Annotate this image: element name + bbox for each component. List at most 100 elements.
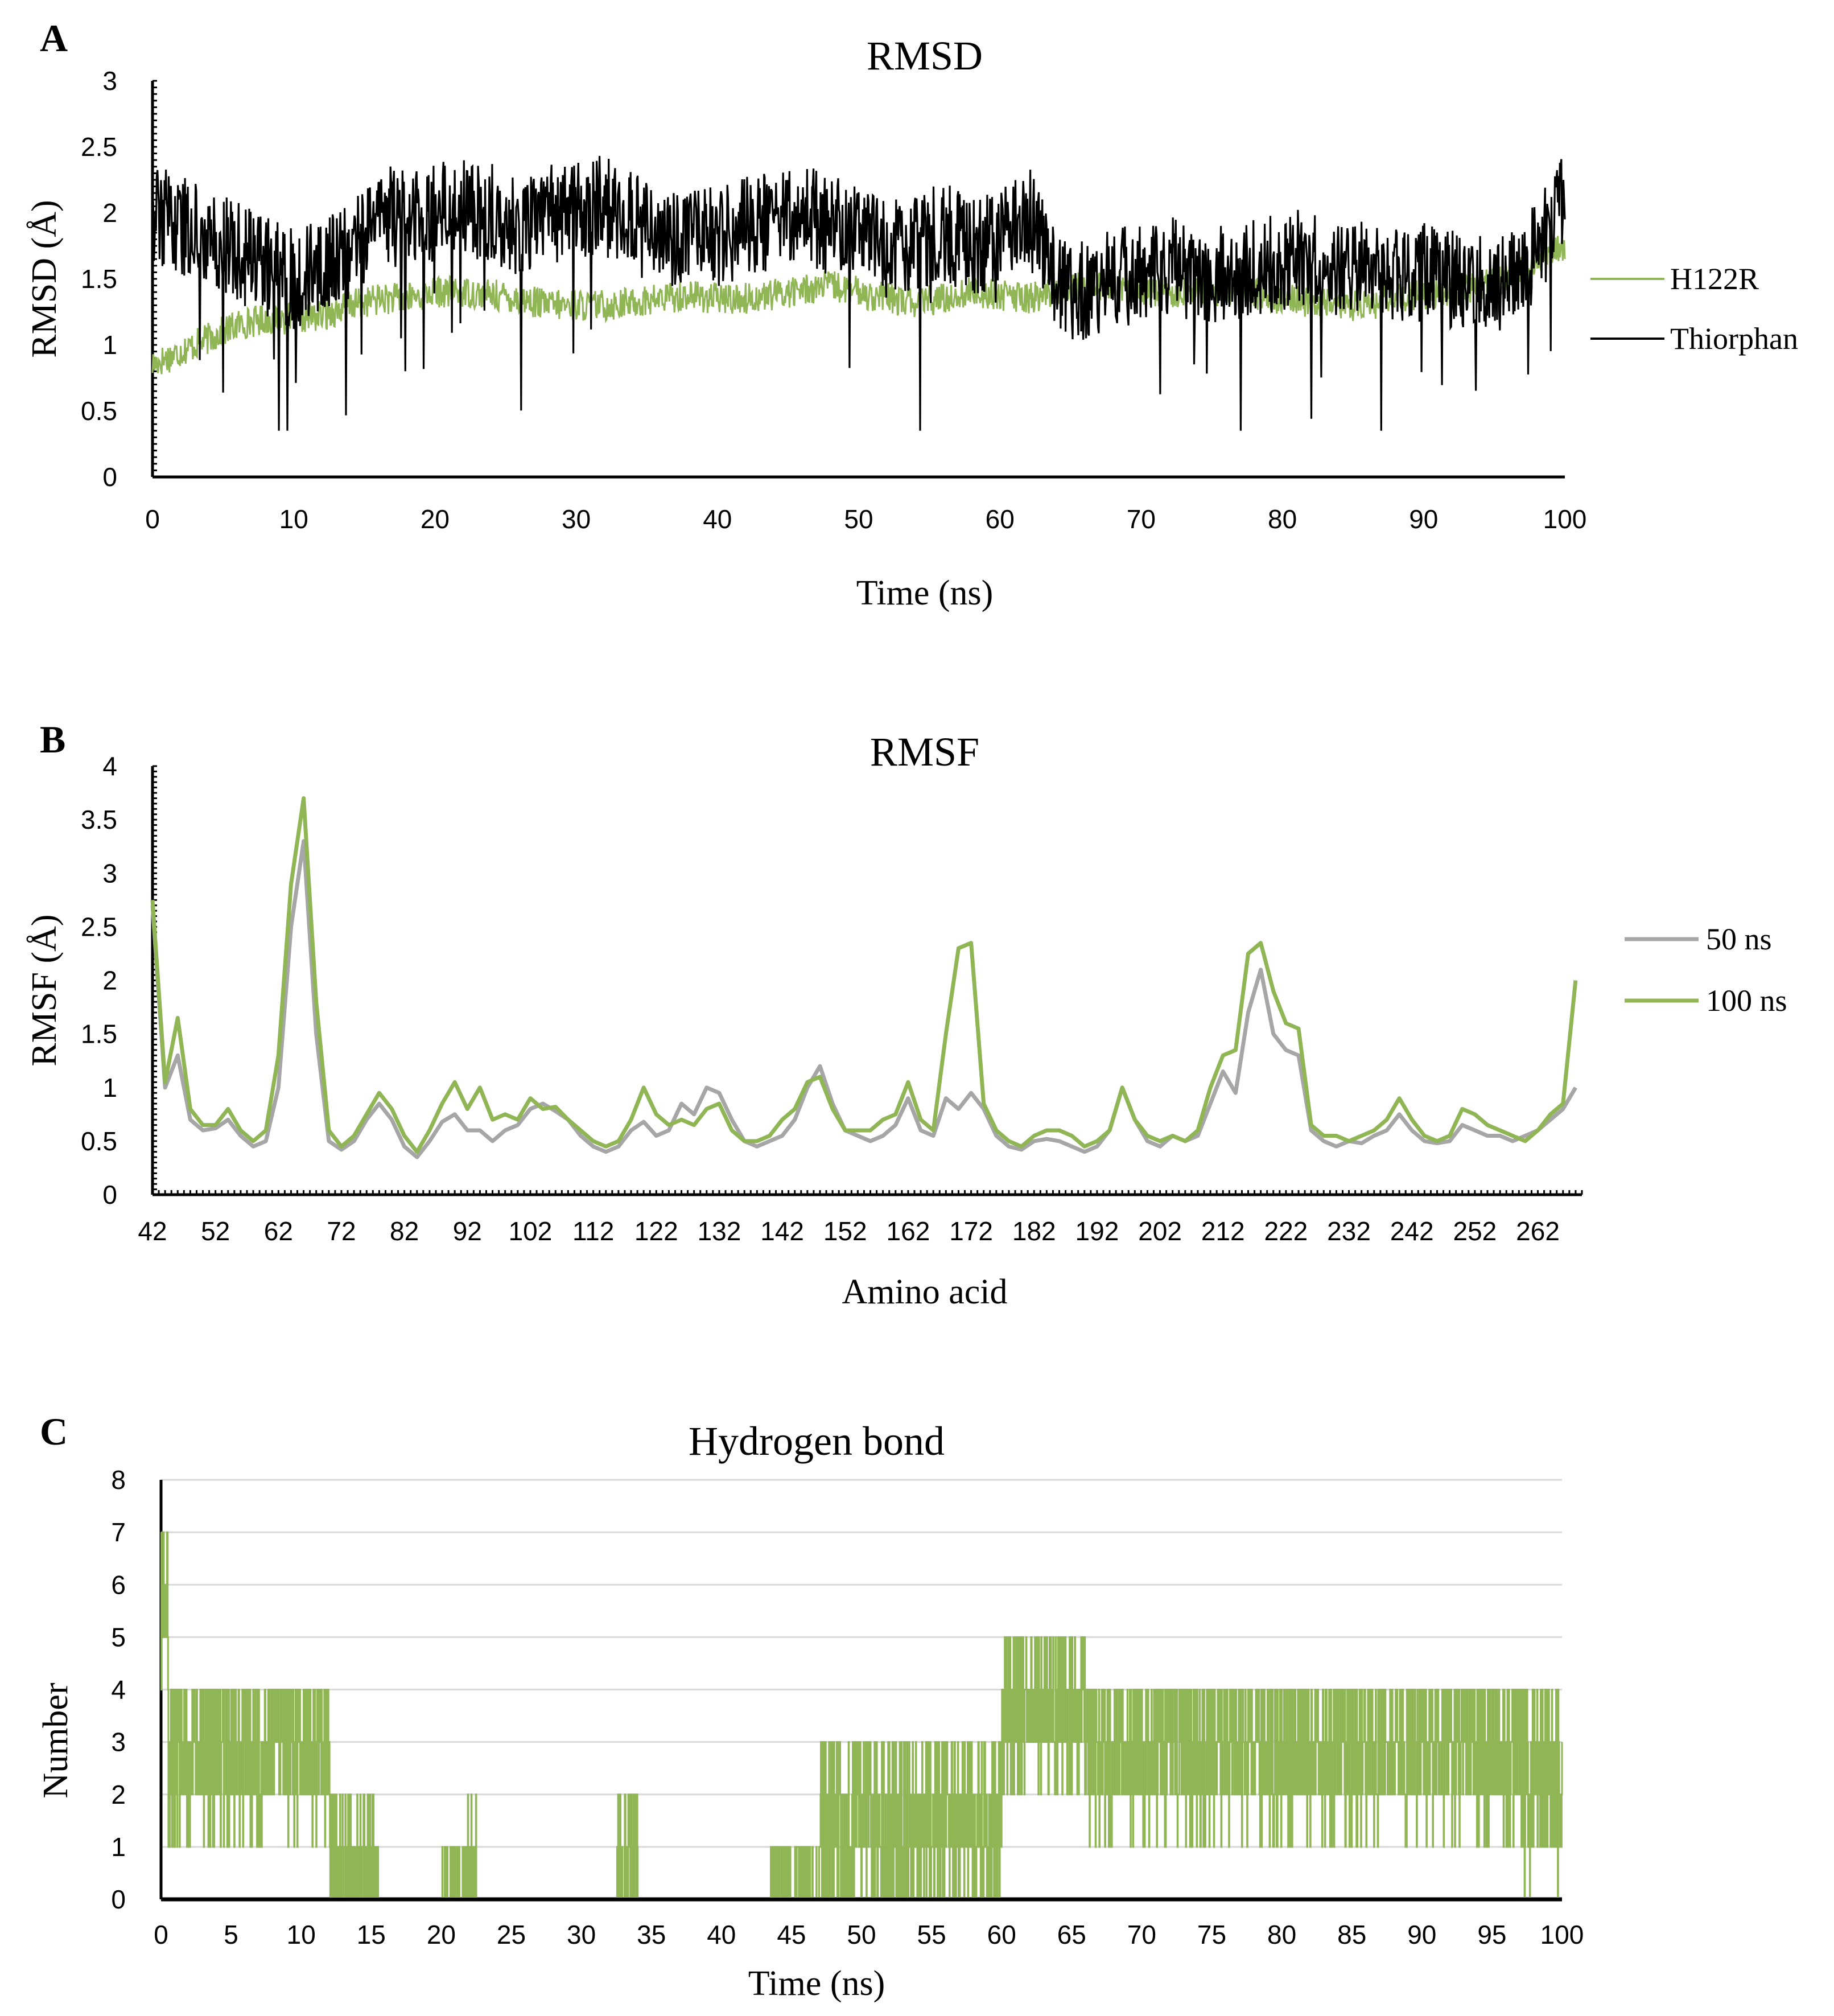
legend-50ns-label: 50 ns bbox=[1706, 922, 1772, 956]
x-tick-label: 25 bbox=[497, 1920, 526, 1949]
x-tick-label: 85 bbox=[1337, 1920, 1366, 1949]
x-tick-label: 50 bbox=[844, 504, 873, 534]
y-tick-label: 1.5 bbox=[81, 264, 117, 294]
x-tick-label: 75 bbox=[1197, 1920, 1226, 1949]
rmsd-y-axis-title: RMSD (Å) bbox=[25, 200, 64, 357]
x-tick-label: 172 bbox=[949, 1216, 993, 1246]
x-tick-label: 20 bbox=[427, 1920, 456, 1949]
y-tick-label: 4 bbox=[111, 1675, 126, 1705]
y-tick-label: 1 bbox=[102, 330, 117, 360]
x-tick-label: 20 bbox=[421, 504, 450, 534]
series-line-100-ns bbox=[150, 796, 1578, 1154]
x-tick-label: 80 bbox=[1268, 504, 1297, 534]
x-tick-label: 242 bbox=[1390, 1216, 1434, 1246]
x-tick-label: 60 bbox=[987, 1920, 1016, 1949]
y-tick-label: 1 bbox=[102, 1073, 117, 1102]
legend-h122r-label: H122R bbox=[1670, 262, 1759, 296]
x-tick-label: 212 bbox=[1201, 1216, 1245, 1246]
panel-a-letter: A bbox=[40, 17, 68, 60]
x-tick-label: 222 bbox=[1264, 1216, 1308, 1246]
panel-b-letter: B bbox=[40, 718, 65, 761]
x-tick-label: 152 bbox=[823, 1216, 867, 1246]
x-tick-label: 30 bbox=[562, 504, 591, 534]
x-tick-label: 122 bbox=[634, 1216, 678, 1246]
x-tick-label: 100 bbox=[1540, 1920, 1584, 1949]
y-tick-label: 3 bbox=[102, 66, 117, 96]
x-tick-label: 82 bbox=[390, 1216, 419, 1246]
rmsf-y-axis-title: RMSF (Å) bbox=[25, 914, 64, 1066]
y-tick-label: 2.5 bbox=[81, 132, 117, 162]
x-tick-label: 70 bbox=[1127, 504, 1156, 534]
x-tick-label: 162 bbox=[887, 1216, 930, 1246]
series-line-h122r bbox=[151, 236, 1566, 375]
x-tick-label: 40 bbox=[707, 1920, 736, 1949]
rmsd-legend: H122R Thiorphan bbox=[1590, 262, 1798, 356]
y-tick-label: 3.5 bbox=[81, 805, 117, 834]
x-tick-label: 90 bbox=[1409, 504, 1438, 534]
series-line-thiorphan bbox=[151, 155, 1566, 431]
y-tick-label: 5 bbox=[111, 1622, 126, 1652]
x-tick-label: 262 bbox=[1516, 1216, 1560, 1246]
x-tick-label: 60 bbox=[986, 504, 1015, 534]
hbond-title: Hydrogen bond bbox=[689, 1418, 945, 1464]
x-tick-label: 252 bbox=[1453, 1216, 1497, 1246]
x-tick-label: 80 bbox=[1267, 1920, 1296, 1949]
x-tick-label: 50 bbox=[847, 1920, 876, 1949]
x-tick-label: 95 bbox=[1477, 1920, 1506, 1949]
x-tick-label: 92 bbox=[453, 1216, 482, 1246]
hbond-y-axis-title: Number bbox=[36, 1682, 75, 1799]
series-line-50-ns bbox=[150, 839, 1577, 1159]
panel-a-rmsd-chart: A RMSD Time (ns) RMSD (Å) 00.511.522.530… bbox=[25, 17, 1798, 612]
y-tick-label: 0.5 bbox=[81, 396, 117, 426]
x-tick-label: 42 bbox=[138, 1216, 167, 1246]
x-tick-label: 102 bbox=[509, 1216, 553, 1246]
y-tick-label: 3 bbox=[102, 858, 117, 888]
y-tick-label: 1.5 bbox=[81, 1019, 117, 1049]
rmsd-x-axis-title: Time (ns) bbox=[856, 574, 994, 612]
y-tick-label: 2 bbox=[111, 1780, 126, 1809]
x-tick-label: 182 bbox=[1012, 1216, 1056, 1246]
x-tick-label: 30 bbox=[567, 1920, 596, 1949]
rmsf-legend: 50 ns 100 ns bbox=[1625, 922, 1787, 1018]
x-tick-label: 100 bbox=[1543, 504, 1587, 534]
x-tick-label: 202 bbox=[1138, 1216, 1182, 1246]
rmsd-title: RMSD bbox=[867, 33, 983, 79]
y-tick-label: 0 bbox=[102, 462, 117, 492]
x-tick-label: 62 bbox=[264, 1216, 293, 1246]
x-tick-label: 45 bbox=[777, 1920, 806, 1949]
x-tick-label: 132 bbox=[698, 1216, 741, 1246]
x-tick-label: 0 bbox=[145, 504, 160, 534]
x-tick-label: 35 bbox=[637, 1920, 666, 1949]
y-tick-label: 2 bbox=[102, 966, 117, 995]
y-tick-label: 2 bbox=[102, 198, 117, 228]
y-tick-label: 1 bbox=[111, 1832, 126, 1862]
y-tick-label: 6 bbox=[111, 1570, 126, 1599]
x-tick-label: 90 bbox=[1407, 1920, 1436, 1949]
panel-b-rmsf-chart: B RMSF Amino acid RMSF (Å) 0 0.5 1 1.5 2 2.5 3… bbox=[25, 718, 1787, 1311]
x-tick-label: 15 bbox=[357, 1920, 386, 1949]
y-tick-label: 0 bbox=[111, 1885, 126, 1914]
x-tick-label: 232 bbox=[1327, 1216, 1371, 1246]
y-tick-label: 8 bbox=[111, 1465, 126, 1495]
y-tick-label: 7 bbox=[111, 1517, 126, 1547]
x-tick-label: 52 bbox=[201, 1216, 230, 1246]
rmsd-plot-area: 00.511.522.530 10 20 30 40 50 60 70 80 90 100 bbox=[81, 66, 1586, 534]
x-tick-label: 65 bbox=[1057, 1920, 1086, 1949]
x-tick-label: 0 bbox=[154, 1920, 168, 1949]
panel-c-hbond-chart: C Hydrogen bond Time (ns) Number 0123456… bbox=[36, 1410, 1584, 2003]
y-tick-label: 0 bbox=[102, 1180, 117, 1209]
y-tick-label: 3 bbox=[111, 1727, 126, 1757]
x-tick-label: 55 bbox=[917, 1920, 946, 1949]
legend-thiorphan-label: Thiorphan bbox=[1670, 322, 1798, 356]
x-tick-label: 10 bbox=[279, 504, 308, 534]
panel-c-letter: C bbox=[40, 1410, 68, 1453]
rmsf-title: RMSF bbox=[870, 729, 979, 775]
x-tick-label: 10 bbox=[287, 1920, 316, 1949]
x-tick-label: 72 bbox=[327, 1216, 356, 1246]
x-tick-label: 40 bbox=[703, 504, 732, 534]
x-tick-label: 192 bbox=[1075, 1216, 1119, 1246]
y-tick-label: 2.5 bbox=[81, 912, 117, 941]
x-tick-label: 112 bbox=[572, 1216, 614, 1246]
